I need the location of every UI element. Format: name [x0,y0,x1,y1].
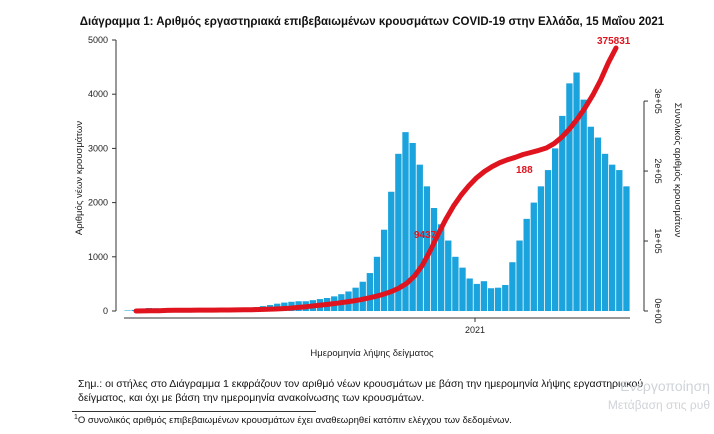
y2-tick-label: 0e+00 [653,298,663,323]
bar [487,288,495,311]
chart-note: Σημ.: οι στήλες στο Διάγραμμα 1 εκφράζου… [78,378,644,404]
bar [516,240,523,311]
annotation-2: 188 [516,165,533,176]
y-tick-label: 0 [103,306,108,316]
y-tick-label: 3000 [88,143,108,153]
windows-activation-watermark: Ενεργοποίηση Μετάβαση στις ρυθ [608,378,710,412]
bar [594,137,602,311]
y-tick-label: 4000 [88,89,108,99]
bar [437,224,445,311]
annotation-3: 375831 [597,36,631,47]
bar [445,240,452,311]
y-axis-label: Αριθμός νέων κρουσμάτων [74,121,85,235]
bar [402,132,409,311]
footnote-marker: 1 [74,414,78,421]
bar [409,142,416,311]
watermark-line-1: Ενεργοποίηση [620,378,710,394]
bar [544,170,552,311]
bar [559,115,566,311]
bar [416,164,423,311]
bar [502,284,509,311]
bar [452,256,459,311]
x-axis: 2021 [124,317,630,335]
bar [616,170,623,311]
bar [423,186,431,311]
y-tick-label: 5000 [88,35,108,45]
y-axis-left: 0 1000 2000 3000 4000 5000 [88,35,117,316]
bar [473,283,480,311]
bar [601,153,609,311]
footnote: 1Ο συνολικός αριθμός επιβεβαιωμένων κρου… [74,414,512,426]
bar [530,202,537,311]
y-tick-label: 2000 [88,198,108,208]
y2-tick-label: 1e+05 [653,228,663,253]
bar [573,72,580,312]
bar-series [124,72,630,312]
bar [373,256,381,311]
y2-tick-label: 3e+05 [653,88,663,113]
y2-tick-label: 2e+05 [653,158,663,183]
x-axis-label: Ημερομηνία λήψης δείγματος [310,348,434,359]
chart-title: Διάγραμμα 1: Αριθμός εργαστηριακά επιβεβ… [80,16,665,28]
cumulative-line [133,45,619,314]
bar [566,83,573,311]
bar [623,186,630,311]
bar [494,287,502,311]
bar [388,191,395,311]
x-tick-label: 2021 [465,325,485,335]
y-axis-right: 0e+00 1e+05 2e+05 3e+05 [643,88,663,324]
bar [466,278,473,311]
bar [509,262,516,311]
bar [366,273,374,311]
bar [380,229,388,311]
footnote-text: Ο συνολικός αριθμός επιβεβαιωμένων κρουσ… [77,415,512,427]
bar [609,164,616,311]
bar [124,310,131,311]
annotation-1: 9437 [414,230,437,241]
bar [587,126,594,311]
y2-axis-label: Συνολικός αριθμός κρουσμάτων [672,103,683,238]
bar [480,281,488,311]
bar [580,99,587,312]
bar [459,267,466,311]
bar [359,281,366,311]
bar [395,153,402,311]
footnote-divider [72,411,316,412]
bar [537,186,545,311]
bar [430,208,438,311]
watermark-line-2: Μετάβαση στις ρυθ [607,398,710,412]
bar [523,218,530,311]
y-tick-label: 1000 [88,252,108,262]
bar [552,148,559,311]
